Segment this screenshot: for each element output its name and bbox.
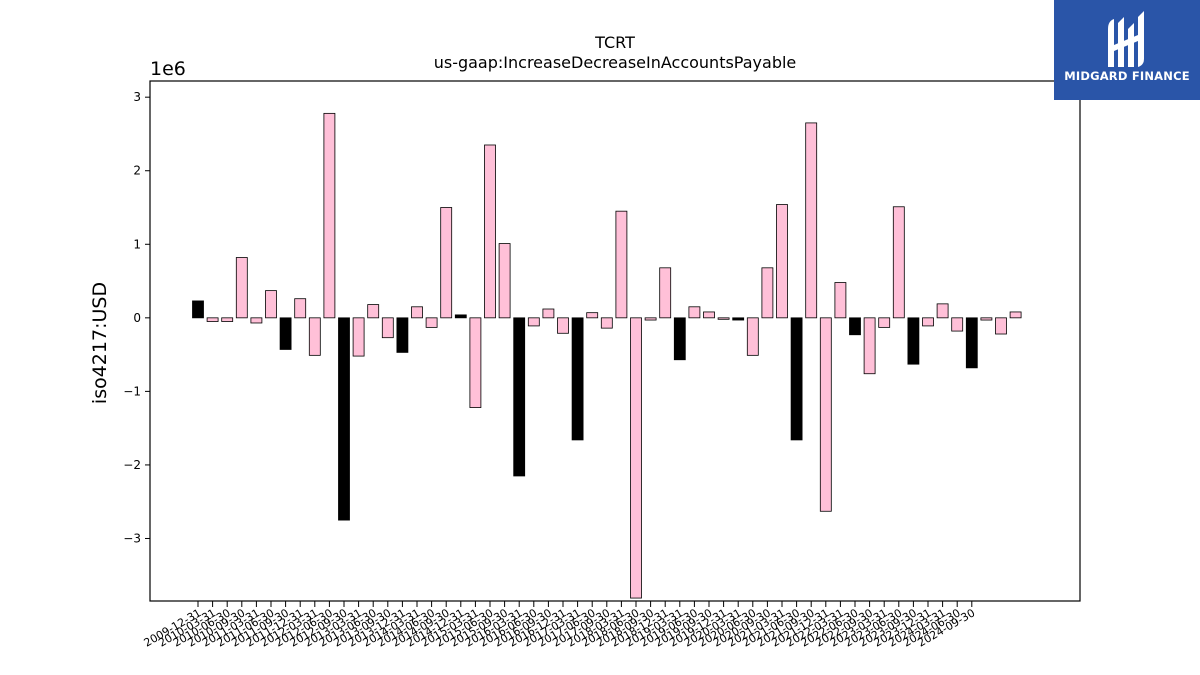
midgard-finance-logo: MIDGARD FINANCE — [1054, 0, 1200, 100]
bar — [630, 317, 642, 599]
bar — [951, 317, 964, 332]
bar — [673, 317, 686, 361]
y-tick-label: 3 — [133, 90, 141, 104]
bar — [805, 122, 818, 319]
bar — [440, 207, 453, 319]
bar — [717, 317, 730, 320]
bar — [411, 306, 423, 319]
bar — [732, 317, 745, 321]
bar — [454, 314, 467, 319]
plot-area: −3−2−101232009-12-312010-03-312010-06-30… — [123, 80, 1081, 650]
bar — [323, 112, 336, 319]
bar — [644, 317, 657, 321]
bar — [294, 298, 307, 319]
bar — [542, 308, 555, 319]
bar — [995, 317, 1007, 335]
bar — [367, 304, 380, 319]
y-tick-label: 2 — [133, 164, 141, 178]
bar — [221, 317, 234, 322]
bar — [352, 317, 365, 357]
y-tick-label: −1 — [123, 384, 141, 398]
bar — [469, 317, 482, 408]
bar — [250, 317, 263, 324]
bar — [498, 243, 511, 319]
bar — [819, 317, 832, 512]
midgard-logo-icon — [1108, 11, 1144, 67]
bar — [688, 306, 701, 319]
bar — [790, 317, 803, 441]
bar — [746, 317, 759, 356]
bar — [527, 317, 540, 327]
bar — [425, 317, 438, 328]
bar — [557, 317, 569, 334]
bar — [703, 311, 715, 319]
plot-frame — [149, 80, 1081, 602]
bar — [922, 317, 934, 327]
bar — [1009, 311, 1022, 319]
chart-subtitle: us-gaap:IncreaseDecreaseInAccountsPayabl… — [434, 53, 797, 72]
bar — [659, 267, 672, 319]
bar — [338, 317, 350, 521]
bar — [192, 300, 204, 319]
y-axis-label: iso4217:USD — [89, 282, 111, 404]
bar — [761, 267, 774, 319]
y-tick-label: 1 — [133, 237, 141, 251]
bar — [965, 317, 978, 369]
bar — [600, 317, 613, 329]
y-scale-label: 1e6 — [150, 58, 186, 80]
bar — [206, 317, 219, 322]
y-tick-label: −2 — [123, 458, 141, 472]
bar — [863, 317, 876, 375]
bar — [776, 204, 788, 319]
bar — [513, 317, 526, 477]
bar — [615, 210, 628, 319]
y-tick-label: 0 — [133, 311, 141, 325]
logo-text: MIDGARD FINANCE — [1064, 69, 1190, 83]
bar — [907, 317, 920, 365]
bar — [849, 317, 861, 336]
bar — [484, 144, 496, 319]
bar — [279, 317, 292, 350]
bar — [936, 303, 949, 319]
bar — [265, 290, 277, 319]
y-tick-label: −3 — [123, 531, 141, 545]
bar — [980, 317, 993, 321]
bar — [892, 206, 905, 319]
bar — [571, 317, 584, 441]
bar — [586, 312, 599, 319]
bar — [878, 317, 891, 328]
bar — [235, 257, 248, 319]
bar — [834, 282, 847, 319]
bar — [308, 317, 321, 356]
chart-title: TCRT — [594, 33, 635, 52]
bar — [396, 317, 409, 353]
bar — [381, 317, 394, 339]
